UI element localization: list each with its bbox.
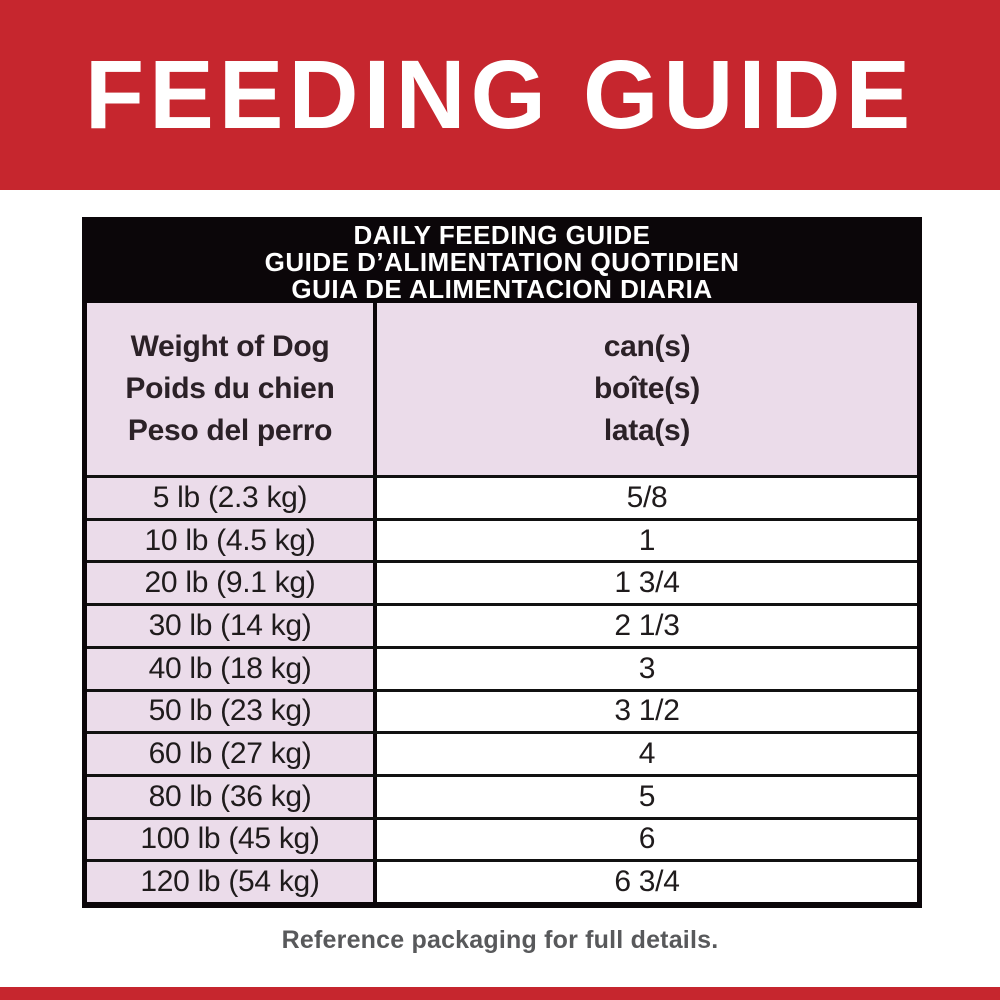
table-row: 60 lb (27 kg) 4 bbox=[87, 731, 917, 774]
cans-cell: 2 1/3 bbox=[377, 606, 917, 646]
table-row: 100 lb (45 kg) 6 bbox=[87, 816, 917, 860]
table-row: 40 lb (18 kg) 3 bbox=[87, 645, 917, 689]
table-row: 50 lb (23 kg) 3 1/2 bbox=[87, 688, 917, 732]
cans-column-header: can(s) boîte(s) lata(s) bbox=[377, 303, 917, 475]
cans-cell: 6 3/4 bbox=[377, 862, 917, 903]
table-row: 5 lb (2.3 kg) 5/8 bbox=[87, 475, 917, 518]
cans-cell: 5/8 bbox=[377, 478, 917, 518]
weight-cell: 120 lb (54 kg) bbox=[87, 862, 377, 903]
cans-cell: 6 bbox=[377, 819, 917, 860]
weight-cell: 80 lb (36 kg) bbox=[87, 776, 377, 817]
cans-cell: 1 3/4 bbox=[377, 563, 917, 604]
table-body: 5 lb (2.3 kg) 5/8 10 lb (4.5 kg) 1 20 lb… bbox=[87, 475, 917, 903]
cans-header-french: boîte(s) bbox=[594, 372, 700, 405]
weight-header-spanish: Peso del perro bbox=[127, 414, 333, 447]
weight-column-header: Weight of Dog Poids du chien Peso del pe… bbox=[87, 303, 377, 475]
column-headers-row: Weight of Dog Poids du chien Peso del pe… bbox=[87, 303, 917, 475]
weight-cell: 20 lb (9.1 kg) bbox=[87, 563, 377, 604]
table-title-french: GUIDE D’ALIMENTATION QUOTIDIEN bbox=[264, 247, 740, 277]
weight-cell: 40 lb (18 kg) bbox=[87, 648, 377, 689]
table-row: 10 lb (4.5 kg) 1 bbox=[87, 517, 917, 561]
cans-cell: 1 bbox=[377, 520, 917, 561]
weight-cell: 60 lb (27 kg) bbox=[87, 734, 377, 774]
page-title: FEEDING GUIDE bbox=[84, 40, 916, 149]
weight-cell: 5 lb (2.3 kg) bbox=[87, 478, 377, 518]
table-title-english: DAILY FEEDING GUIDE bbox=[353, 220, 651, 250]
weight-cell: 30 lb (14 kg) bbox=[87, 606, 377, 646]
weight-header-english: Weight of Dog bbox=[130, 330, 330, 363]
header-banner: FEEDING GUIDE bbox=[0, 0, 1000, 190]
cans-header-english: can(s) bbox=[603, 330, 691, 363]
table-row: 20 lb (9.1 kg) 1 3/4 bbox=[87, 560, 917, 604]
weight-cell: 10 lb (4.5 kg) bbox=[87, 520, 377, 561]
table-row: 30 lb (14 kg) 2 1/3 bbox=[87, 603, 917, 646]
bottom-red-strip bbox=[0, 987, 1000, 1000]
weight-cell: 50 lb (23 kg) bbox=[87, 691, 377, 732]
cans-cell: 3 1/2 bbox=[377, 691, 917, 732]
table-title-band: DAILY FEEDING GUIDE GUIDE D’ALIMENTATION… bbox=[87, 222, 917, 303]
feeding-guide-table: DAILY FEEDING GUIDE GUIDE D’ALIMENTATION… bbox=[82, 217, 922, 908]
weight-header-french: Poids du chien bbox=[125, 372, 335, 405]
weight-cell: 100 lb (45 kg) bbox=[87, 819, 377, 860]
cans-cell: 4 bbox=[377, 734, 917, 774]
table-title-spanish: GUIA DE ALIMENTACION DIARIA bbox=[291, 274, 713, 304]
table-row: 80 lb (36 kg) 5 bbox=[87, 773, 917, 817]
cans-cell: 5 bbox=[377, 776, 917, 817]
cans-cell: 3 bbox=[377, 648, 917, 689]
cans-header-spanish: lata(s) bbox=[603, 414, 691, 447]
footnote: Reference packaging for full details. bbox=[281, 926, 719, 954]
table-row: 120 lb (54 kg) 6 3/4 bbox=[87, 859, 917, 903]
